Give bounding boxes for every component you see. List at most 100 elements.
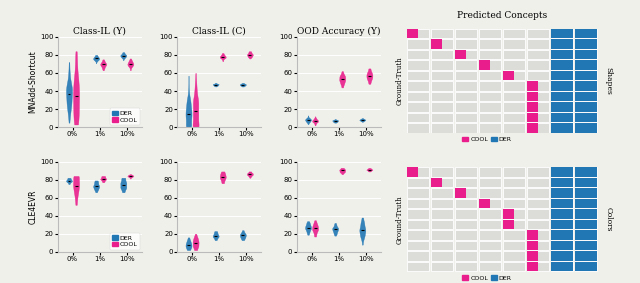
Bar [456, 241, 477, 250]
Bar [431, 29, 454, 38]
Y-axis label: Ground-Truth: Ground-Truth [396, 195, 404, 244]
Bar [479, 113, 502, 122]
Bar [479, 29, 502, 38]
Legend: DER, COOL: DER, COOL [109, 233, 140, 250]
Bar [527, 262, 550, 271]
Bar [575, 188, 598, 198]
Bar [479, 50, 502, 59]
Bar [552, 178, 573, 187]
Bar [575, 92, 598, 101]
Bar [552, 29, 573, 38]
Bar [456, 102, 477, 112]
Bar [575, 113, 598, 122]
Bar [479, 39, 502, 49]
Bar [504, 262, 525, 271]
Bar [479, 92, 502, 101]
Bar [479, 188, 502, 198]
Bar [407, 71, 429, 80]
Bar [456, 209, 477, 218]
Bar [407, 82, 429, 91]
Bar [407, 102, 429, 112]
Bar [527, 82, 550, 91]
Bar [552, 220, 573, 229]
Bar [456, 50, 477, 59]
Bar [431, 188, 454, 198]
Bar [527, 102, 550, 112]
Bar [575, 71, 598, 80]
Bar [431, 123, 454, 132]
Bar [431, 60, 454, 70]
Bar [479, 71, 502, 80]
Bar [527, 71, 550, 80]
Bar [504, 251, 525, 261]
Bar [552, 123, 573, 132]
Bar [407, 262, 429, 271]
Bar [407, 230, 429, 240]
Bar [456, 123, 477, 132]
Bar [575, 230, 598, 240]
Bar [575, 71, 598, 80]
Bar [527, 92, 538, 101]
Bar [552, 82, 573, 91]
Bar [431, 50, 454, 59]
Bar [552, 113, 573, 122]
Bar [575, 188, 598, 198]
Bar [552, 50, 573, 59]
Bar [504, 230, 525, 240]
Bar [527, 262, 538, 271]
Bar [456, 168, 477, 177]
Bar [575, 262, 598, 271]
Bar [479, 209, 502, 218]
Bar [456, 29, 477, 38]
Bar [575, 29, 598, 38]
Bar [504, 220, 515, 229]
Bar [504, 113, 525, 122]
Bar [527, 209, 550, 218]
Bar [504, 123, 525, 132]
Bar [552, 29, 573, 38]
Bar [407, 178, 429, 187]
Bar [431, 220, 454, 229]
Bar [407, 29, 419, 38]
Bar [456, 262, 477, 271]
Bar [527, 60, 550, 70]
Bar [575, 39, 598, 49]
Bar [504, 209, 525, 218]
Bar [456, 188, 477, 198]
Bar [527, 123, 550, 132]
Bar [407, 50, 429, 59]
Bar [456, 230, 477, 240]
Legend: COOL, DER: COOL, DER [460, 273, 515, 283]
Bar [431, 71, 454, 80]
Bar [479, 262, 502, 271]
Bar [575, 102, 598, 112]
Bar [431, 209, 454, 218]
Bar [552, 102, 573, 112]
Bar [527, 251, 538, 261]
Bar [479, 241, 502, 250]
Bar [552, 251, 573, 261]
Bar [552, 262, 573, 271]
Bar [479, 123, 502, 132]
Bar [575, 230, 598, 240]
Bar [552, 92, 573, 101]
Bar [504, 39, 525, 49]
Bar [552, 113, 573, 122]
Text: Predicted Concepts: Predicted Concepts [457, 11, 548, 20]
Bar [456, 71, 477, 80]
Bar [575, 50, 598, 59]
Bar [527, 123, 538, 132]
Bar [552, 50, 573, 59]
Bar [552, 220, 573, 229]
Bar [575, 209, 598, 218]
Bar [407, 168, 419, 177]
Bar [575, 168, 598, 177]
Bar [527, 113, 550, 122]
Bar [431, 178, 442, 187]
Bar [552, 71, 573, 80]
Bar [431, 92, 454, 101]
Bar [527, 29, 550, 38]
Bar [575, 123, 598, 132]
Bar [431, 39, 454, 49]
Bar [552, 241, 573, 250]
